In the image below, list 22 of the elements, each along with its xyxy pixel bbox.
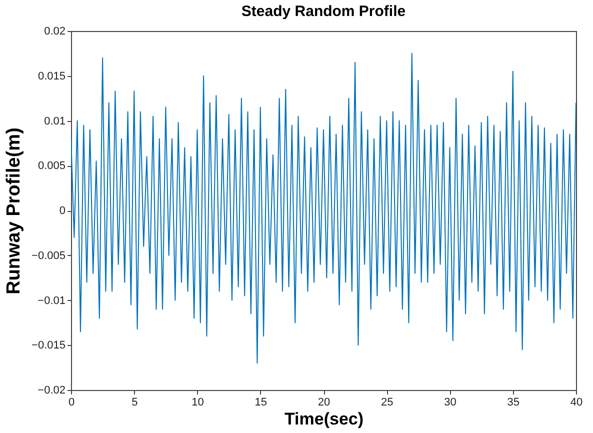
x-tick-label: 0 xyxy=(68,396,75,408)
y-tick-label: 0.02 xyxy=(44,26,66,38)
x-tick-label: 5 xyxy=(132,396,138,408)
y-tick-label: 0.01 xyxy=(44,115,66,128)
line-series xyxy=(71,52,576,364)
x-tick-label: 20 xyxy=(318,396,330,408)
y-tick-label: −0.01 xyxy=(38,294,66,307)
x-tick-label: 35 xyxy=(507,396,520,408)
x-tick-label: 30 xyxy=(444,396,456,408)
x-axis-title: Time(sec) xyxy=(284,410,364,428)
x-tick-label: 25 xyxy=(381,396,394,408)
y-tick-label: −0.02 xyxy=(38,384,66,396)
x-tick-label: 15 xyxy=(254,396,267,408)
y-tick-label: −0.005 xyxy=(32,250,66,262)
y-axis-title: Runway Profile(m) xyxy=(4,128,25,294)
x-tick-label: 40 xyxy=(570,396,583,408)
y-tick-label: 0.015 xyxy=(38,70,66,82)
y-tick-label: 0.005 xyxy=(38,160,66,172)
y-tick-label: 0 xyxy=(59,205,66,217)
y-tick-label: −0.015 xyxy=(32,340,66,352)
x-tick-label: 10 xyxy=(192,396,204,408)
chart-title: Steady Random Profile xyxy=(241,3,406,20)
